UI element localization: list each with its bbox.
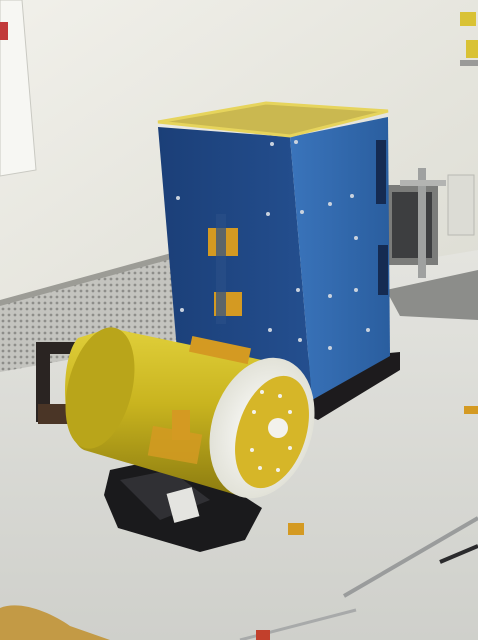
tape-scrap	[288, 523, 304, 535]
yellow-canister-icon	[65, 327, 315, 499]
tape-scrap	[464, 406, 478, 414]
blue-instrument-box-icon	[157, 101, 400, 420]
wall-paper-note-icon	[0, 0, 37, 177]
lab-stand-icon	[386, 12, 478, 320]
black-bag-icon	[104, 455, 262, 552]
pliers-icon	[0, 605, 357, 640]
screwdriver-icon	[342, 516, 478, 598]
